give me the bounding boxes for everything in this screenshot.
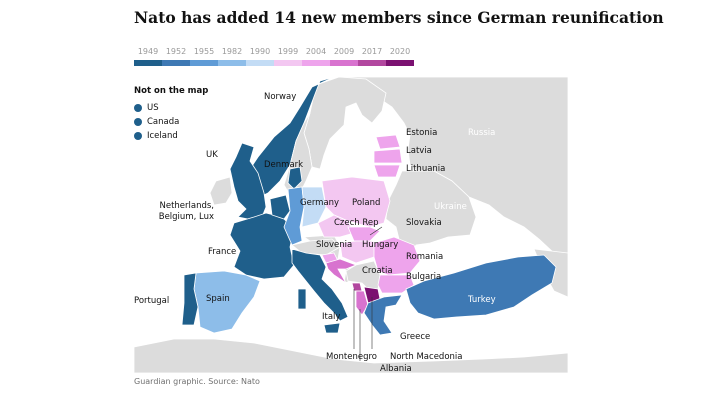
not-on-map-item: Canada	[134, 115, 208, 129]
legend-swatch-1955	[190, 60, 218, 66]
not-on-map-heading: Not on the map	[134, 86, 209, 96]
label-norway: Norway	[264, 92, 296, 102]
country-poland	[321, 176, 391, 228]
label-uk: UK	[206, 150, 218, 160]
not-on-map-item: US	[134, 101, 208, 115]
legend-color-bar	[134, 60, 414, 66]
label-netherlands: Netherlands,	[159, 201, 214, 211]
not-on-map-items: US Canada Iceland	[134, 101, 208, 143]
country-estonia	[375, 134, 401, 150]
legend-year-1955: 1955	[193, 47, 215, 56]
legend-swatch-2004	[302, 60, 330, 66]
country-lithuania	[373, 164, 401, 178]
country-romania	[373, 236, 421, 276]
label-romania: Romania	[406, 252, 443, 262]
country-italy	[291, 248, 349, 322]
country-latvia	[373, 148, 403, 164]
country-ireland	[209, 176, 233, 206]
legend-year-1949: 1949	[137, 47, 159, 56]
label-france: France	[208, 247, 236, 257]
not-on-map-label: Canada	[147, 117, 180, 127]
label-hungary: Hungary	[362, 240, 398, 250]
legend-swatch-1949	[134, 60, 162, 66]
legend-year-1999: 1999	[277, 47, 299, 56]
label-greece: Greece	[400, 332, 430, 342]
country-benelux	[269, 194, 291, 220]
legend-year-1990: 1990	[249, 47, 271, 56]
label-north-macedonia: North Macedonia	[390, 352, 462, 362]
source-note: Guardian graphic. Source: Nato	[134, 377, 260, 386]
legend-year-2004: 2004	[305, 47, 327, 56]
not-on-map-label: Iceland	[147, 131, 178, 141]
legend-swatch-1952	[162, 60, 190, 66]
label-bulgaria: Bulgaria	[406, 272, 441, 282]
legend-year-2009: 2009	[333, 47, 355, 56]
label-montenegro: Montenegro	[326, 352, 377, 362]
country-turkey	[405, 254, 557, 320]
chart-title: Nato has added 14 new members since Germ…	[134, 8, 664, 27]
member-dot-icon	[134, 118, 142, 126]
label-poland: Poland	[352, 198, 380, 208]
label-lithuania: Lithuania	[406, 164, 445, 174]
legend-swatch-2017	[358, 60, 386, 66]
country-slovakia	[347, 226, 381, 242]
label-estonia: Estonia	[406, 128, 437, 138]
country-croatia	[325, 258, 358, 284]
island-sicily	[323, 322, 341, 334]
label-portugal: Portugal	[134, 296, 169, 306]
legend-swatch-1982	[218, 60, 246, 66]
member-dot-icon	[134, 132, 142, 140]
legend-swatch-2009	[330, 60, 358, 66]
label-denmark: Denmark	[264, 160, 303, 170]
legend-swatch-2020	[386, 60, 414, 66]
leader-slovakia	[369, 226, 383, 236]
label-latvia: Latvia	[406, 146, 432, 156]
label-czech: Czech Rep	[334, 218, 379, 228]
label-albania: Albania	[380, 364, 412, 373]
country-montenegro	[351, 282, 363, 292]
label-spain: Spain	[206, 294, 230, 304]
label-germany: Germany	[300, 198, 339, 208]
legend-year-1952: 1952	[165, 47, 187, 56]
europe-map: Norway UK Denmark Netherlands, Belgium, …	[134, 77, 568, 373]
country-greece	[363, 294, 403, 336]
label-italy: Italy	[322, 312, 340, 322]
label-russia: Russia	[468, 128, 495, 138]
not-on-map-label: US	[147, 103, 159, 113]
country-denmark	[287, 166, 303, 190]
legend-year-2020: 2020	[389, 47, 411, 56]
legend-year-2017: 2017	[361, 47, 383, 56]
label-slovakia: Slovakia	[406, 218, 442, 228]
label-ukraine: Ukraine	[434, 202, 467, 212]
legend-swatch-1999	[274, 60, 302, 66]
not-on-map-legend: Not on the map US Canada Iceland	[134, 86, 208, 143]
label-netherlands-2: Belgium, Lux	[159, 212, 214, 222]
country-portugal	[181, 272, 199, 326]
member-dot-icon	[134, 104, 142, 112]
country-france	[229, 212, 295, 280]
legend-year-1982: 1982	[221, 47, 243, 56]
label-turkey: Turkey	[467, 295, 496, 305]
not-on-map-item: Iceland	[134, 129, 208, 143]
label-croatia: Croatia	[362, 266, 393, 276]
land-north-africa	[134, 338, 568, 373]
country-bulgaria	[377, 274, 415, 294]
legend-years: 1949 1952 1955 1982 1990 1999 2004 2009 2017 2020	[134, 47, 414, 57]
label-slovenia: Slovenia	[316, 240, 352, 250]
island-sardinia	[297, 288, 307, 310]
legend-swatch-1990	[246, 60, 274, 66]
